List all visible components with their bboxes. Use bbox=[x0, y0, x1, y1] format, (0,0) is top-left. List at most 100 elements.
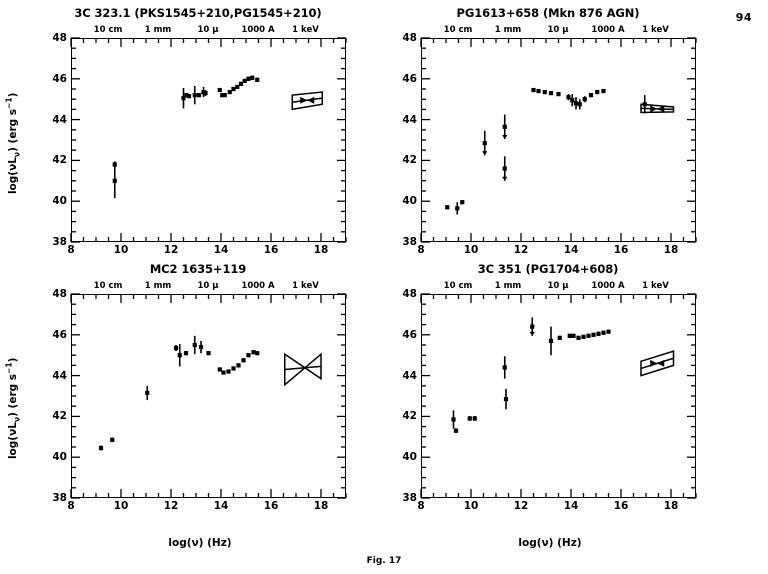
data-point bbox=[192, 93, 197, 98]
x-tick-label: 16 bbox=[263, 500, 279, 512]
data-point bbox=[196, 93, 202, 98]
data-point bbox=[246, 353, 251, 358]
data-point bbox=[502, 124, 507, 129]
x-tick-label: 14 bbox=[563, 244, 579, 256]
data-point bbox=[203, 90, 208, 96]
x-tick-label: 12 bbox=[163, 500, 179, 512]
top-axis-label: 1000 A bbox=[241, 281, 275, 291]
top-axis-label: 1 mm bbox=[144, 281, 172, 291]
data-point bbox=[573, 101, 579, 106]
xray-bowtie-knot bbox=[300, 96, 315, 104]
plot-canvas bbox=[420, 293, 697, 499]
top-axis-labels: 10 cm 1 mm 10 μ 1000 A 1 keV bbox=[398, 281, 698, 293]
data-point bbox=[184, 93, 189, 98]
data-point bbox=[502, 166, 507, 171]
xray-bowtie-spine bbox=[640, 357, 674, 370]
y-tick-label: 44 bbox=[52, 113, 67, 126]
top-axis-label: 1000 A bbox=[241, 25, 275, 35]
data-series bbox=[112, 75, 323, 199]
y-tick-label: 40 bbox=[52, 195, 67, 208]
y-tick-label: 48 bbox=[402, 32, 417, 44]
data-point bbox=[242, 78, 247, 83]
data-point bbox=[217, 367, 222, 372]
data-point bbox=[227, 89, 232, 95]
y-axis-title-top: log(νLν) (erg s−1) bbox=[4, 92, 22, 195]
data-point bbox=[571, 333, 576, 338]
plot-frame bbox=[421, 294, 696, 498]
data-point bbox=[198, 344, 204, 350]
upper-limit-arrow bbox=[482, 151, 488, 156]
data-series bbox=[451, 317, 675, 434]
upper-limit-arrow bbox=[502, 176, 508, 181]
x-tick-label: 18 bbox=[313, 244, 329, 256]
page-number: 94 bbox=[735, 11, 752, 24]
data-point bbox=[455, 206, 460, 211]
data-point bbox=[502, 365, 507, 370]
x-tick-label: 16 bbox=[613, 500, 629, 512]
data-point bbox=[595, 89, 600, 95]
y-tick-label: 40 bbox=[52, 451, 67, 464]
data-point bbox=[192, 342, 197, 348]
figure-caption: Fig. 17 bbox=[366, 556, 402, 566]
data-point bbox=[231, 86, 236, 92]
panel-title: MC2 1635+119 bbox=[149, 262, 247, 276]
xray-bowtie bbox=[640, 103, 675, 114]
x-tick-label: 8 bbox=[67, 244, 75, 256]
top-axis-label: 1 keV bbox=[292, 25, 319, 35]
data-series bbox=[98, 335, 322, 451]
data-point bbox=[226, 369, 231, 374]
data-point bbox=[566, 95, 571, 100]
panel-title: 3C 351 (PG1704+608) bbox=[477, 262, 619, 276]
data-point bbox=[453, 428, 459, 433]
xray-bowtie bbox=[284, 352, 322, 387]
data-point bbox=[582, 97, 587, 102]
data-point bbox=[221, 370, 226, 375]
top-axis-label: 1 mm bbox=[494, 281, 522, 291]
data-point bbox=[451, 417, 456, 422]
data-point bbox=[220, 93, 225, 98]
y-tick-label: 46 bbox=[52, 72, 67, 85]
x-axis-title-right: log(ν) (Hz) bbox=[518, 537, 582, 549]
panel-title: 3C 323.1 (PKS1545+210,PG1545+210) bbox=[74, 6, 322, 20]
y-tick-label: 38 bbox=[52, 236, 67, 248]
data-point bbox=[445, 205, 450, 210]
data-point bbox=[246, 76, 251, 81]
y-tick-label: 48 bbox=[52, 288, 67, 300]
x-tick-label: 8 bbox=[417, 500, 425, 512]
data-point bbox=[586, 333, 591, 338]
top-axis-label: 10 cm bbox=[93, 281, 123, 291]
upper-limit-arrow bbox=[502, 134, 508, 139]
x-tick-label: 10 bbox=[463, 244, 479, 256]
data-point bbox=[536, 88, 541, 94]
x-tick-labels: 8 10 12 14 16 18 bbox=[417, 500, 696, 514]
panel-title: PG1613+658 (Mkn 876 AGN) bbox=[456, 6, 640, 20]
top-axis-label: 1 keV bbox=[642, 281, 669, 291]
x-tick-labels: 8 10 12 14 16 18 bbox=[417, 244, 696, 258]
data-point bbox=[251, 350, 256, 355]
axis-ticks bbox=[420, 37, 697, 243]
data-point bbox=[110, 437, 115, 442]
y-tick-label: 42 bbox=[52, 154, 67, 167]
xray-bowtie bbox=[640, 350, 675, 377]
top-axis-label: 10 μ bbox=[547, 281, 569, 291]
plot-frame bbox=[71, 294, 346, 498]
top-axis-label: 1 keV bbox=[642, 25, 669, 35]
top-axis-label: 10 μ bbox=[547, 25, 569, 35]
data-point bbox=[472, 416, 477, 421]
data-point bbox=[530, 324, 535, 329]
x-axis-title-left: log(ν) (Hz) bbox=[168, 537, 232, 549]
y-tick-label: 40 bbox=[402, 195, 417, 208]
x-tick-label: 12 bbox=[513, 500, 529, 512]
data-point bbox=[173, 345, 179, 351]
data-point bbox=[531, 87, 536, 93]
axis-ticks bbox=[70, 37, 347, 243]
data-point bbox=[467, 416, 472, 421]
top-axis-label: 1000 A bbox=[591, 281, 625, 291]
y-tick-label: 44 bbox=[52, 369, 67, 382]
top-axis-label: 10 cm bbox=[443, 281, 473, 291]
data-point bbox=[231, 366, 236, 371]
data-point bbox=[222, 93, 227, 98]
data-point bbox=[596, 331, 601, 336]
x-tick-label: 14 bbox=[213, 500, 229, 512]
data-point bbox=[177, 353, 182, 358]
